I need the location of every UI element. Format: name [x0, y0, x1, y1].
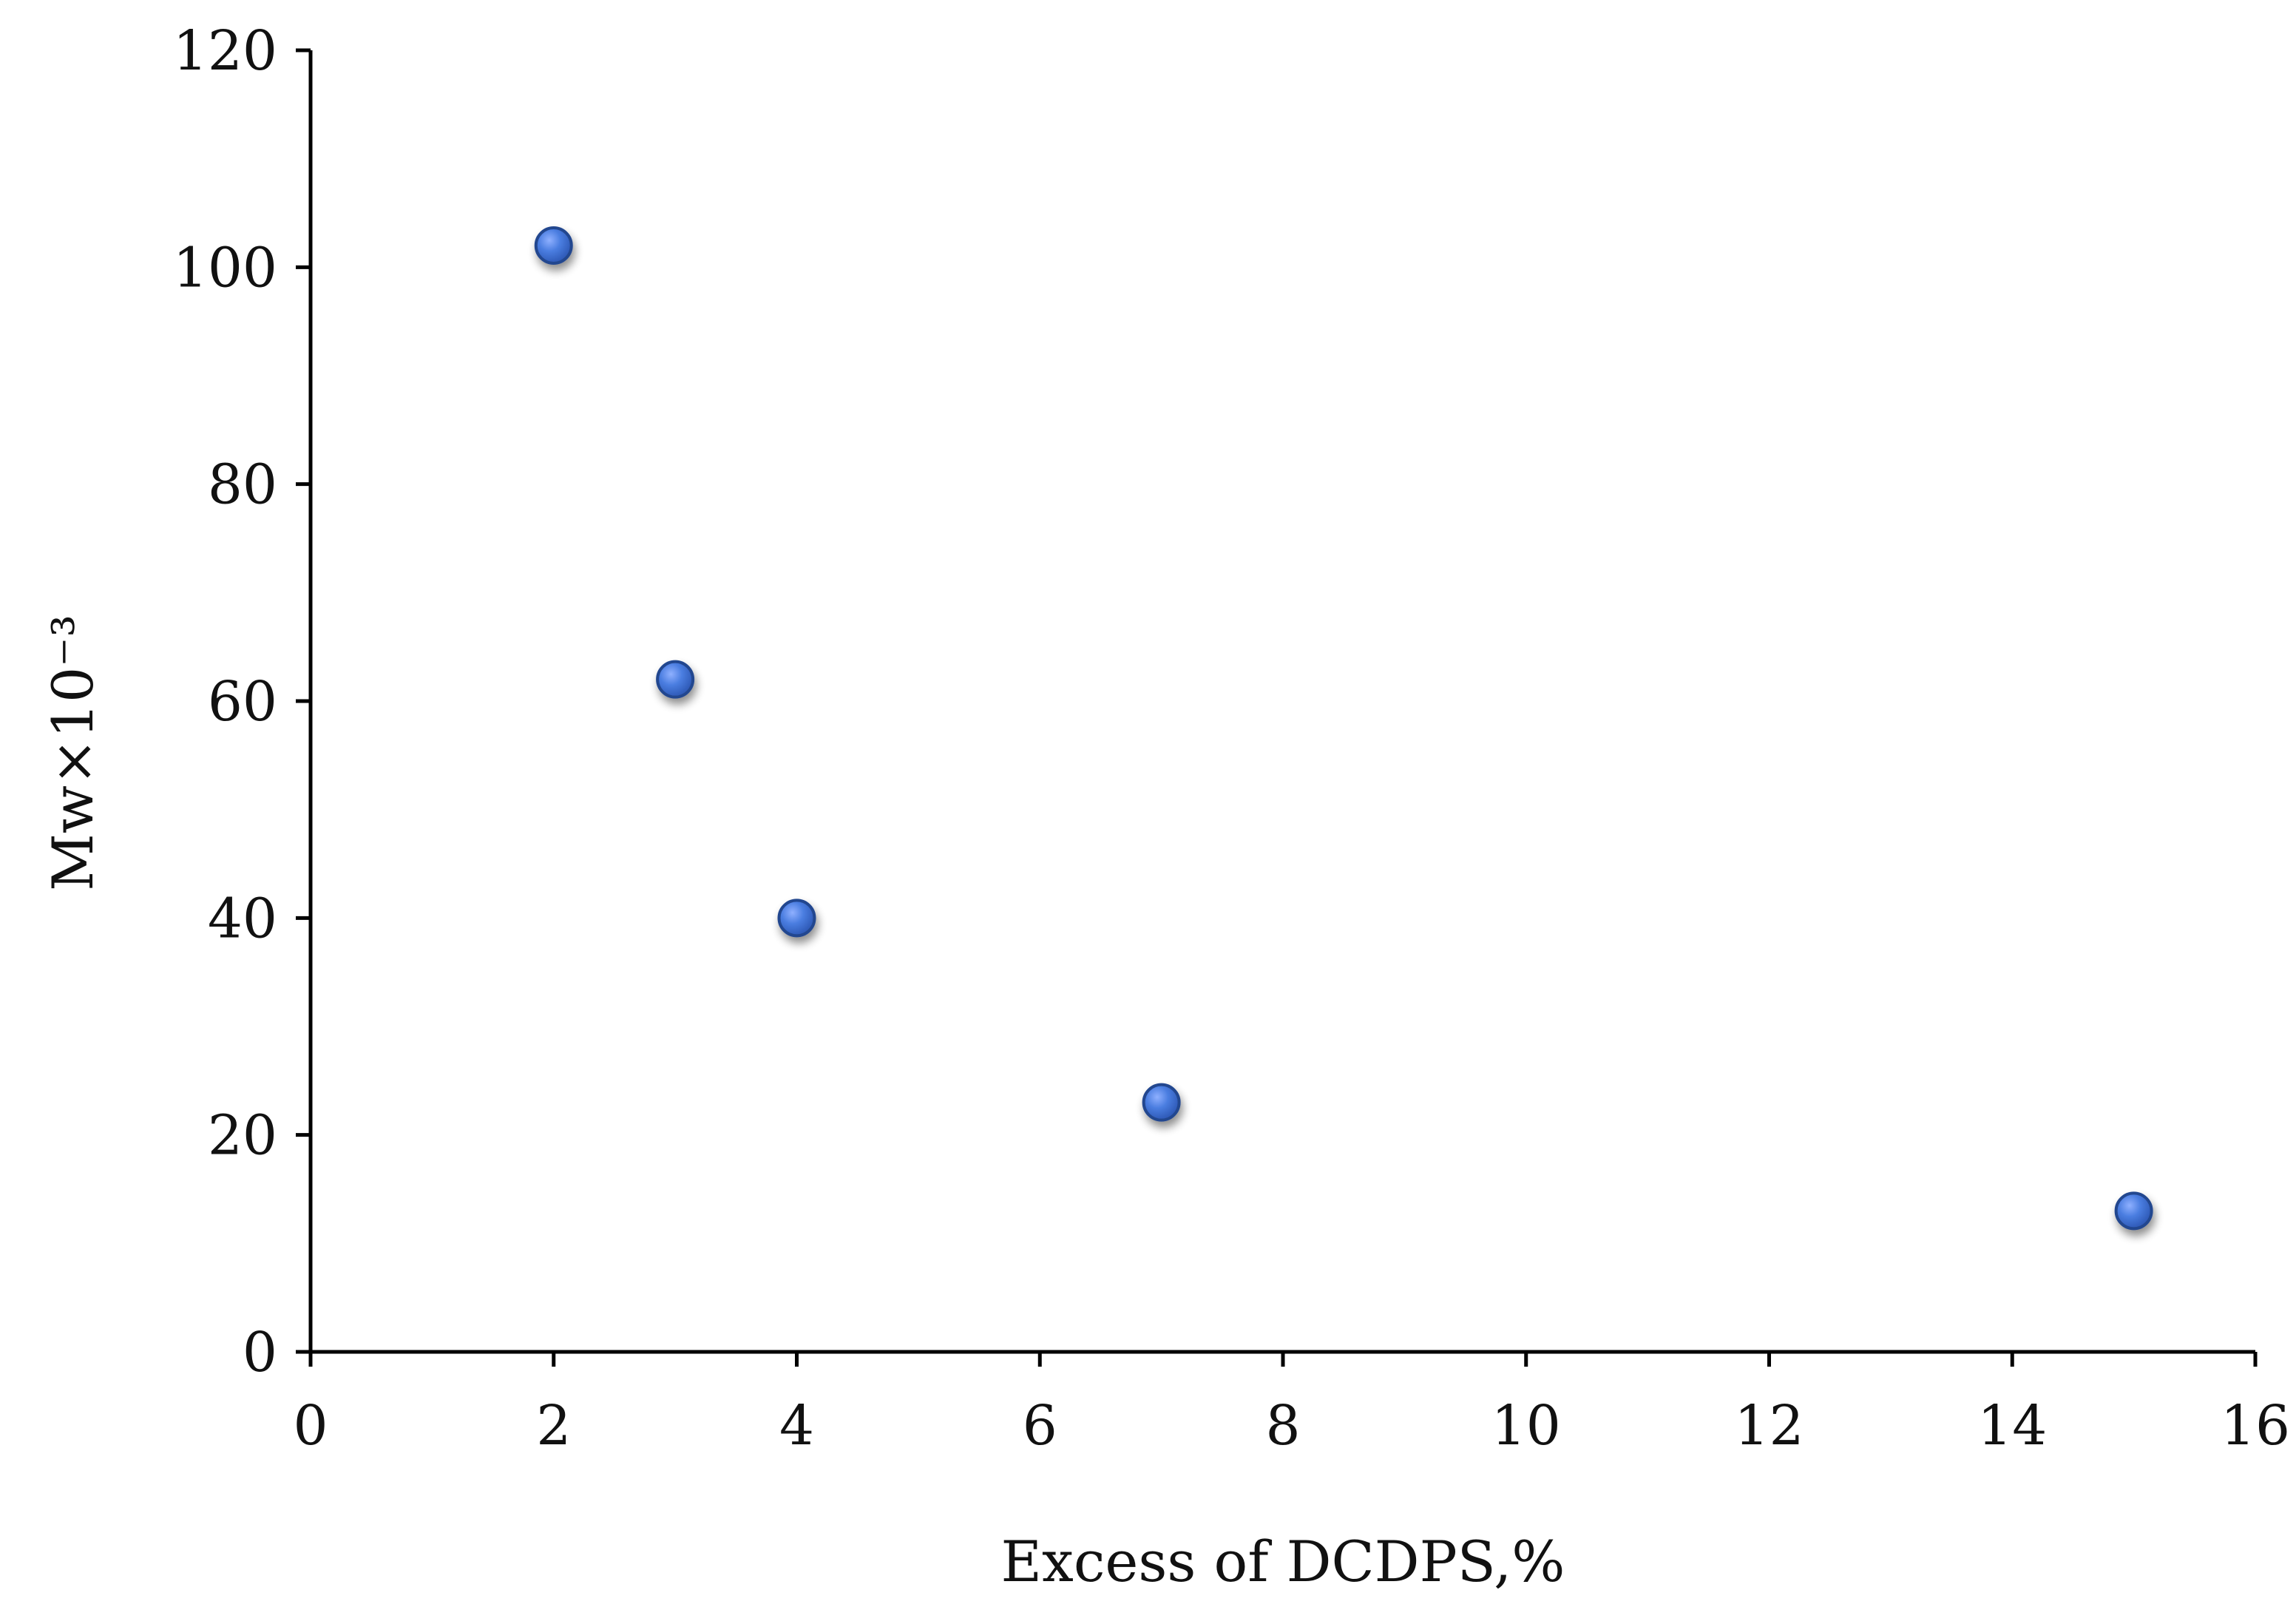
x-tick-label: 8 [1265, 1394, 1300, 1458]
data-point [2114, 1191, 2153, 1231]
data-point [777, 899, 816, 938]
y-tick-label: 20 [208, 1104, 277, 1168]
x-tick-label: 6 [1023, 1394, 1057, 1458]
data-points [534, 226, 2153, 1231]
data-point [656, 660, 695, 699]
data-point [534, 226, 573, 265]
x-tick-label: 14 [1977, 1394, 2047, 1458]
y-axis-title: Mw×10⁻³ [40, 615, 106, 891]
y-tick-label: 0 [243, 1321, 277, 1384]
y-tick-label: 120 [173, 19, 277, 83]
x-tick-label: 4 [779, 1394, 814, 1458]
x-axis-title: Excess of DCDPS,% [1001, 1529, 1565, 1594]
x-axis-ticks: 0 2 4 6 8 10 12 14 16 [293, 1352, 2290, 1458]
y-tick-label: 60 [208, 670, 277, 734]
x-tick-label: 10 [1491, 1394, 1561, 1458]
y-tick-label: 100 [173, 236, 277, 300]
y-tick-label: 80 [208, 453, 277, 517]
axes [308, 50, 2255, 1354]
y-tick-label: 40 [208, 887, 277, 950]
data-point [1142, 1083, 1181, 1122]
x-tick-label: 2 [536, 1394, 571, 1458]
y-axis-ticks: 0 20 40 60 80 100 120 [173, 19, 311, 1384]
x-tick-label: 16 [2221, 1394, 2290, 1458]
x-tick-label: 12 [1734, 1394, 1804, 1458]
x-tick-label: 0 [293, 1394, 328, 1458]
